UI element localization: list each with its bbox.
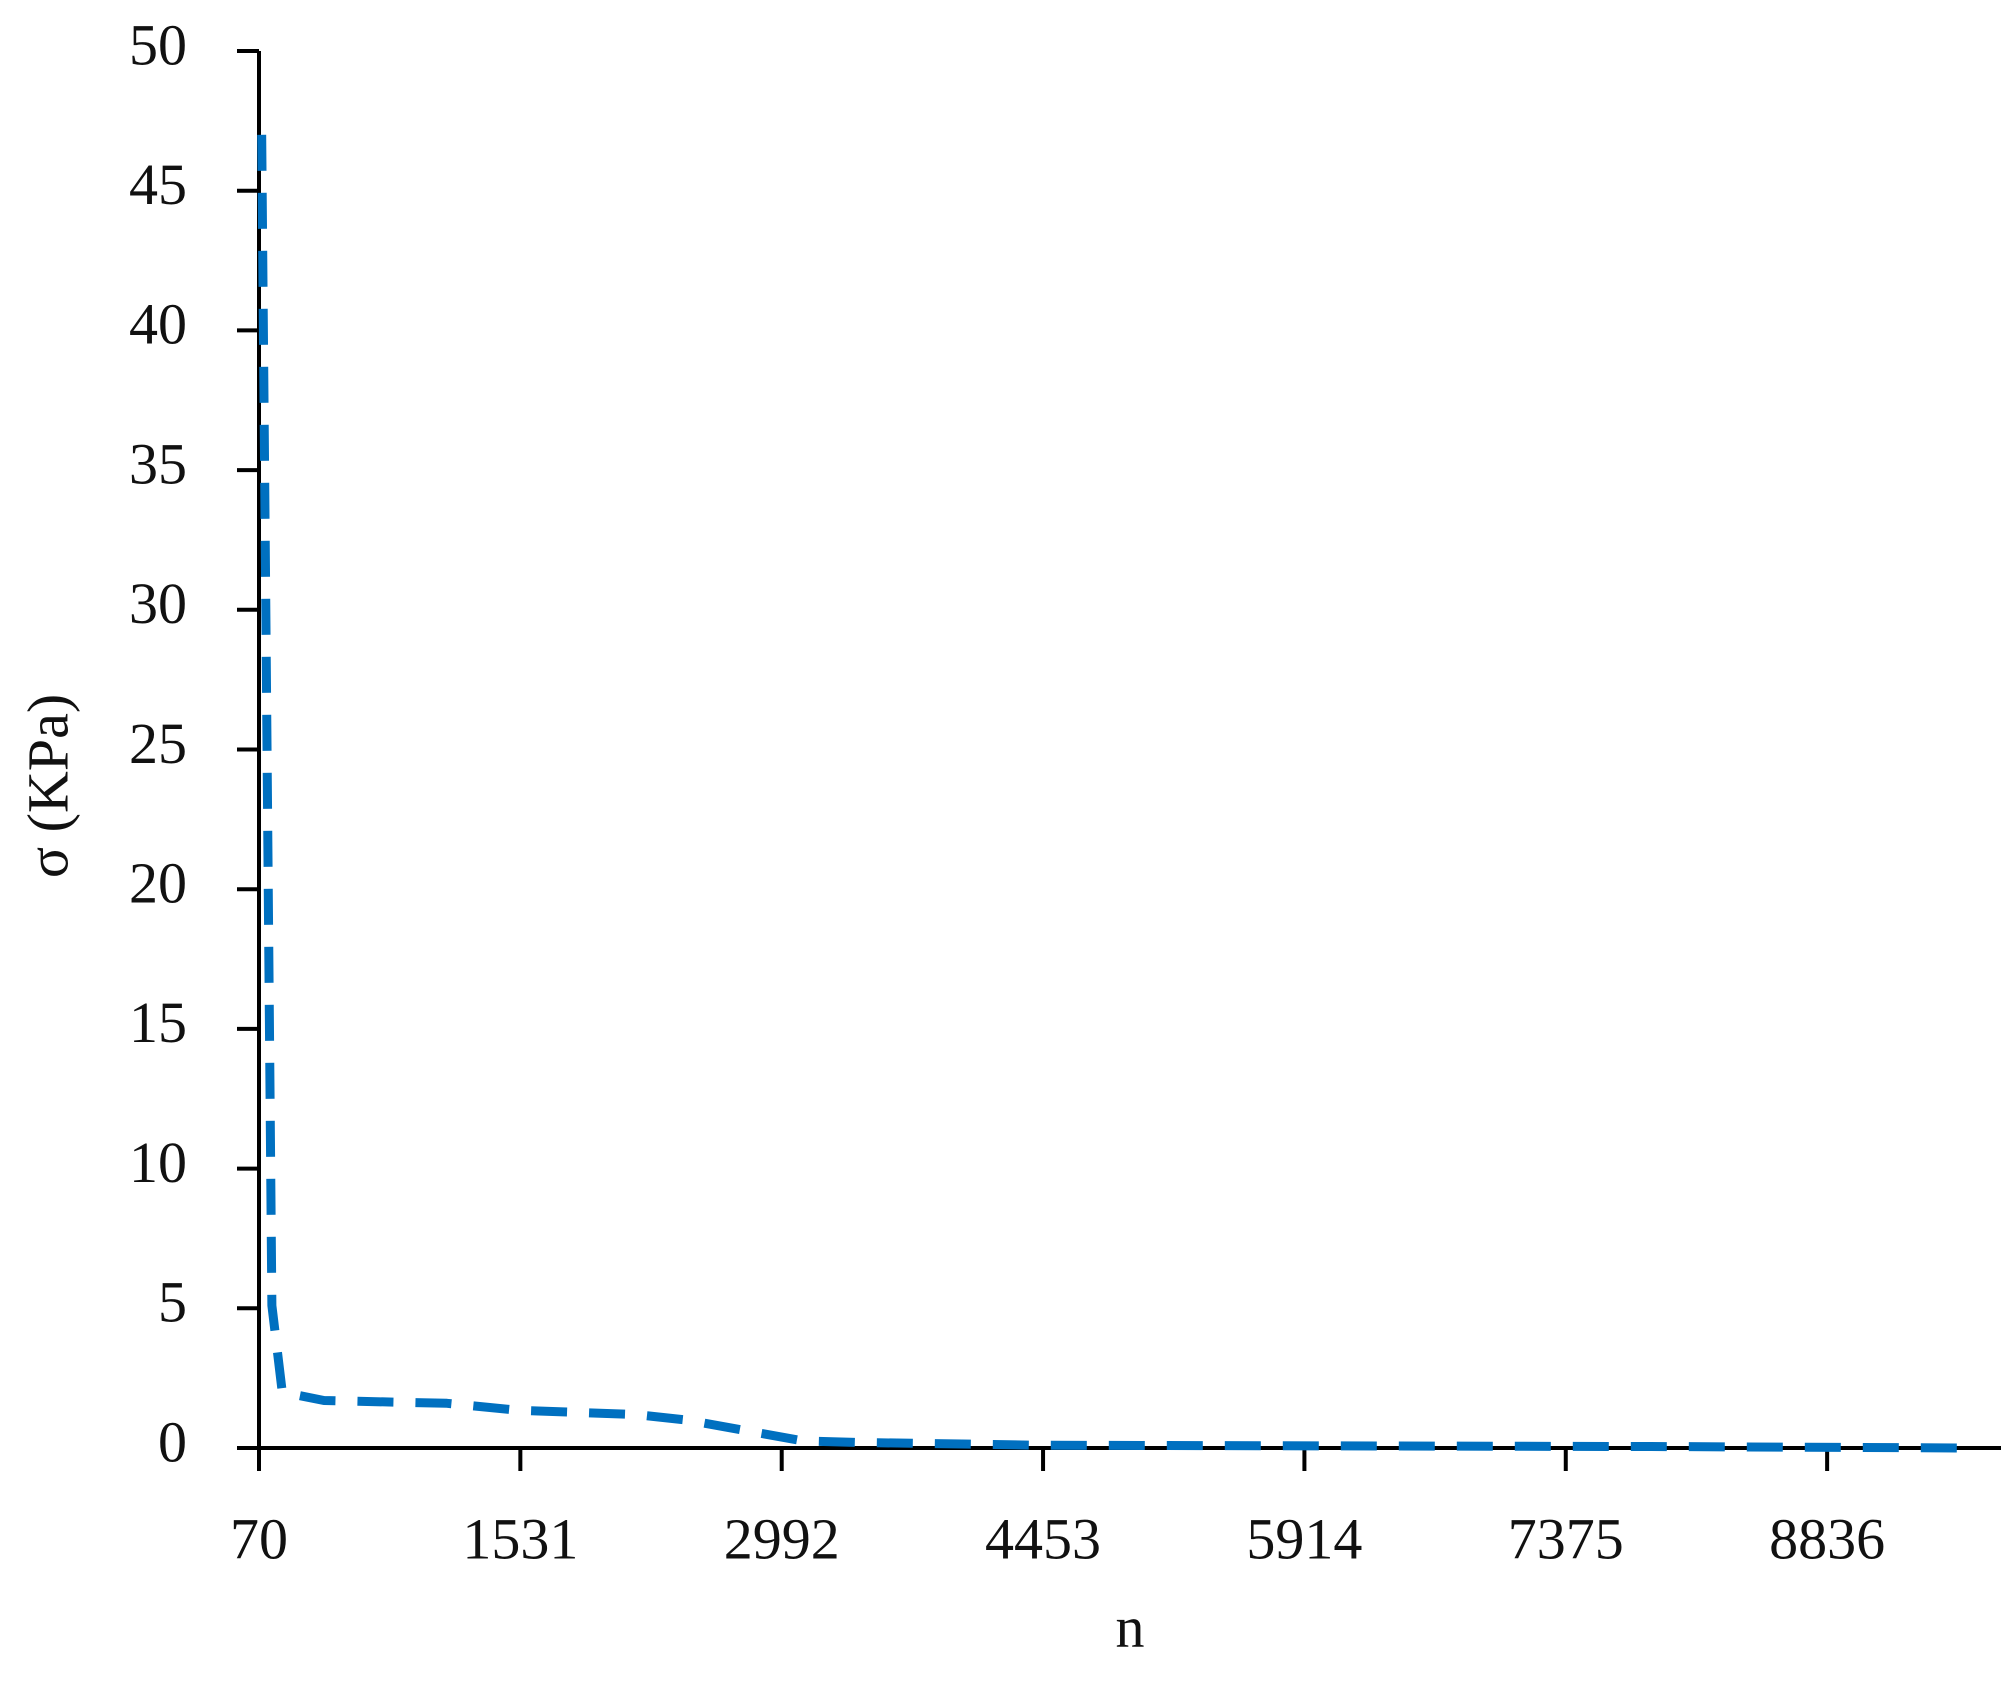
y-tick-label: 5: [158, 1270, 187, 1335]
y-tick-label: 35: [129, 431, 187, 496]
y-tick-label: 20: [129, 851, 187, 916]
y-tick-label: 40: [129, 292, 187, 357]
x-tick-label: 7375: [1508, 1506, 1624, 1571]
x-tick-label: 2992: [724, 1506, 840, 1571]
y-tick-label: 15: [129, 990, 187, 1055]
x-tick-label: 1531: [462, 1506, 578, 1571]
x-tick-label: 5914: [1246, 1506, 1362, 1571]
x-tick-label: 4453: [985, 1506, 1101, 1571]
y-tick-label: 45: [129, 152, 187, 217]
x-axis-label: n: [1116, 1594, 1145, 1659]
y-tick-label: 10: [129, 1130, 187, 1195]
y-tick-label: 25: [129, 711, 187, 776]
x-tick-label: 70: [230, 1506, 288, 1571]
x-tick-label: 8836: [1769, 1506, 1885, 1571]
series-line: [257, 134, 1965, 1453]
y-tick-label: 0: [158, 1409, 187, 1474]
y-tick-label: 30: [129, 571, 187, 636]
y-axis-label: σ (KPa): [15, 694, 80, 878]
y-tick-label: 50: [129, 12, 187, 77]
